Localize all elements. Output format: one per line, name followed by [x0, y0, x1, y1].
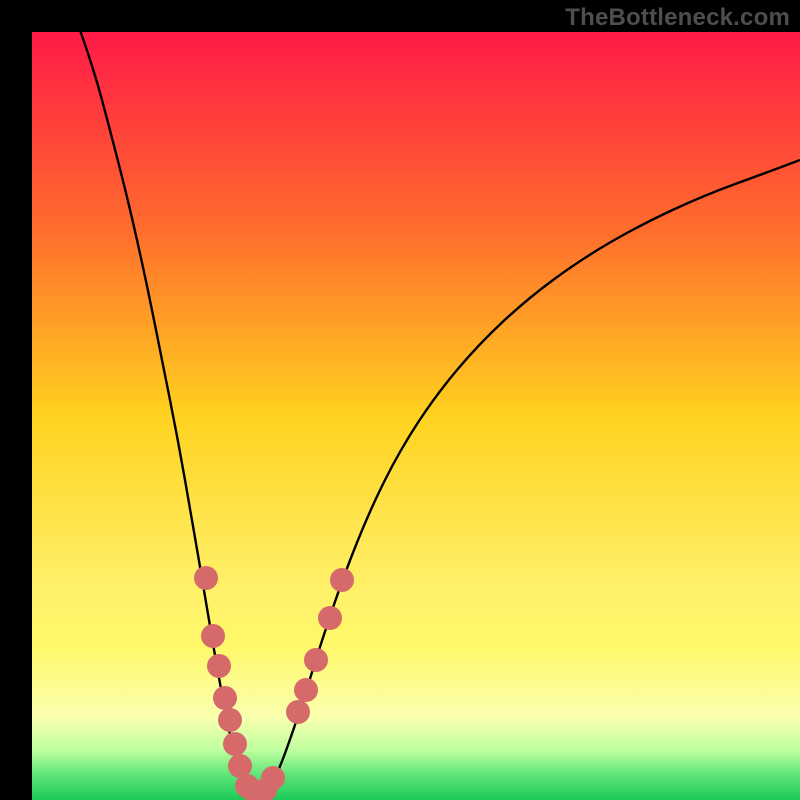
data-marker: [261, 766, 285, 790]
data-marker: [304, 648, 328, 672]
data-marker: [330, 568, 354, 592]
data-marker: [194, 566, 218, 590]
bottleneck-chart: [0, 0, 800, 800]
data-marker: [318, 606, 342, 630]
data-marker: [207, 654, 231, 678]
data-marker: [294, 678, 318, 702]
chart-stage: TheBottleneck.com: [0, 0, 800, 800]
plot-background-gradient: [32, 32, 800, 800]
data-marker: [223, 732, 247, 756]
data-marker: [286, 700, 310, 724]
data-marker: [213, 686, 237, 710]
attribution-label: TheBottleneck.com: [565, 4, 790, 32]
data-marker: [218, 708, 242, 732]
data-marker: [201, 624, 225, 648]
